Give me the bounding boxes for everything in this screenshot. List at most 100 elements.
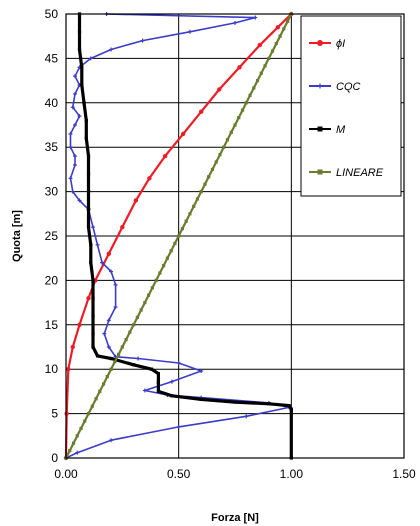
data-point <box>77 198 82 203</box>
data-point <box>82 101 86 105</box>
y-tick-label: 45 <box>45 51 59 65</box>
data-point <box>244 101 248 105</box>
data-point <box>128 330 132 334</box>
data-point <box>90 404 94 408</box>
data-point <box>116 352 121 356</box>
data-point <box>180 227 185 231</box>
y-tick-label: 25 <box>45 229 59 243</box>
data-point <box>83 419 87 423</box>
data-point <box>259 71 263 75</box>
data-point <box>91 332 95 336</box>
legend-entry: M <box>309 124 346 136</box>
x-tick-label: 0.00 <box>54 467 78 481</box>
legend-entry: ϕI <box>309 38 345 50</box>
legend-items: ϕI CQC M LINEARE <box>309 38 384 179</box>
x-tick-label: 0.50 <box>167 467 191 481</box>
data-point <box>218 153 222 157</box>
y-tick-label: 0 <box>51 451 58 465</box>
data-point <box>252 86 256 90</box>
data-point <box>135 315 139 319</box>
data-point <box>68 449 72 453</box>
data-point <box>98 389 102 393</box>
data-point <box>88 56 93 61</box>
data-point <box>187 29 192 34</box>
data-point <box>199 368 204 373</box>
data-point <box>184 219 188 223</box>
data-point <box>170 394 174 398</box>
data-point <box>147 293 151 297</box>
data-point <box>86 412 91 416</box>
data-point <box>237 65 242 70</box>
y-tick-label: 35 <box>45 140 59 154</box>
data-point <box>77 30 82 34</box>
x-tick-label: 1.00 <box>280 467 304 481</box>
data-point <box>287 404 291 408</box>
data-point <box>94 397 98 401</box>
data-point <box>139 308 143 312</box>
data-point <box>70 344 75 350</box>
data-point <box>86 207 91 211</box>
data-point <box>317 40 323 46</box>
data-point <box>217 87 222 92</box>
data-point <box>86 190 91 194</box>
data-point <box>150 286 154 290</box>
data-point <box>124 338 128 342</box>
data-point <box>169 249 173 253</box>
data-point <box>156 372 160 376</box>
data-point <box>120 224 125 230</box>
data-point <box>106 318 111 323</box>
data-point <box>253 15 258 20</box>
data-point <box>86 154 91 158</box>
legend-label: M <box>336 124 346 136</box>
data-point <box>68 145 73 150</box>
y-tick-label: 5 <box>51 407 58 421</box>
data-point <box>142 388 147 393</box>
data-point <box>89 243 93 247</box>
data-point <box>156 389 160 393</box>
data-point <box>84 118 88 123</box>
data-point <box>282 27 286 31</box>
data-point <box>165 256 169 260</box>
data-point <box>91 296 95 300</box>
data-point <box>86 295 91 301</box>
legend-entry: CQC <box>309 81 361 93</box>
data-point <box>169 379 174 384</box>
data-point <box>278 34 282 38</box>
data-point <box>158 271 162 275</box>
data-point <box>136 356 141 361</box>
data-point <box>199 109 204 114</box>
data-point <box>73 154 78 159</box>
data-point <box>105 375 109 379</box>
data-point <box>73 74 78 79</box>
plot-border <box>65 13 405 459</box>
legend-box <box>300 15 402 197</box>
data-point <box>140 38 145 43</box>
data-point <box>95 354 100 358</box>
data-point <box>86 172 91 176</box>
series-2 <box>77 12 293 460</box>
data-point <box>109 356 113 361</box>
data-point <box>180 131 186 137</box>
series-3 <box>64 12 293 460</box>
data-point <box>274 42 278 46</box>
data-point <box>289 407 293 411</box>
data-point <box>156 380 160 385</box>
data-point <box>109 269 114 274</box>
y-tick-label: 10 <box>45 362 59 376</box>
data-point <box>77 47 82 52</box>
legend-label: CQC <box>336 81 361 93</box>
data-point <box>106 345 111 349</box>
data-point <box>199 190 203 194</box>
y-tick-label: 50 <box>45 7 59 21</box>
data-point <box>267 402 271 406</box>
data-point <box>109 438 114 443</box>
data-point <box>120 345 124 349</box>
data-point <box>113 305 118 310</box>
data-point <box>162 153 168 159</box>
y-tick-label: 40 <box>45 96 59 110</box>
data-point <box>177 234 181 238</box>
data-point <box>68 131 73 136</box>
data-point <box>176 424 181 429</box>
data-point <box>233 123 237 127</box>
